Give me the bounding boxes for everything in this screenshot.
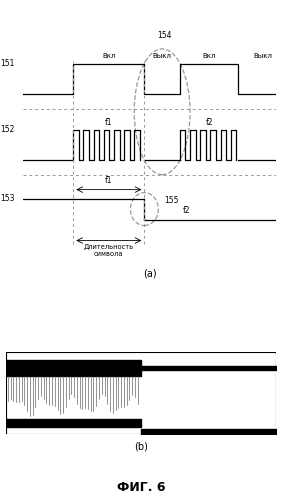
Text: (b): (b): [134, 442, 148, 452]
Text: Выкл: Выкл: [153, 53, 172, 59]
Text: Длительность
символа: Длительность символа: [84, 244, 134, 256]
Text: 151: 151: [1, 59, 15, 68]
Text: f1: f1: [105, 176, 113, 185]
Text: (a): (a): [143, 268, 156, 278]
Text: ФИГ. 6: ФИГ. 6: [117, 481, 165, 494]
Text: f2: f2: [182, 206, 190, 215]
Text: f1: f1: [105, 118, 113, 127]
Text: Вкл: Вкл: [102, 53, 116, 59]
Text: f2: f2: [205, 118, 213, 127]
Text: Выкл: Выкл: [253, 53, 272, 59]
Text: Вкл: Вкл: [202, 53, 216, 59]
Text: 152: 152: [1, 125, 15, 134]
Text: 154: 154: [157, 31, 172, 40]
Text: 153: 153: [1, 194, 15, 203]
Text: 155: 155: [165, 196, 179, 205]
